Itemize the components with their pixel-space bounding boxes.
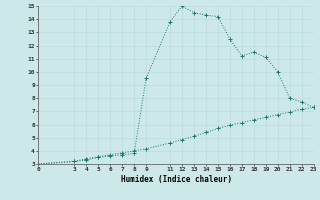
X-axis label: Humidex (Indice chaleur): Humidex (Indice chaleur) [121,175,231,184]
